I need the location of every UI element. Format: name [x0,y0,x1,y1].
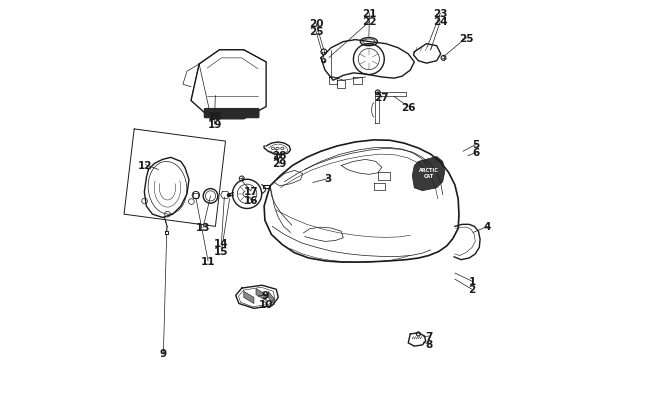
Text: 25: 25 [459,34,474,43]
Text: 23: 23 [433,9,448,19]
Polygon shape [256,289,266,301]
Text: 5: 5 [473,140,480,150]
Text: 1: 1 [469,277,476,286]
Text: 16: 16 [244,196,258,205]
Text: 15: 15 [214,246,229,256]
Text: 13: 13 [196,223,211,232]
Text: 12: 12 [138,160,153,170]
Text: 18: 18 [207,112,222,122]
Text: ARCTIC
CAT: ARCTIC CAT [419,168,438,179]
Text: 3: 3 [324,174,332,184]
Text: 17: 17 [244,187,259,196]
Text: 8: 8 [425,339,432,349]
Text: 24: 24 [433,17,448,27]
Circle shape [227,194,230,197]
Text: 26: 26 [401,102,415,112]
Text: 20: 20 [309,19,323,29]
Text: 22: 22 [363,17,377,27]
Text: ARCTIC CAT: ARCTIC CAT [219,112,244,116]
Text: 9: 9 [261,290,268,300]
Text: 6: 6 [473,148,480,158]
Text: 29: 29 [272,159,287,169]
Text: 25: 25 [309,28,323,37]
Text: 14: 14 [214,238,229,248]
Text: 28: 28 [272,151,287,161]
Polygon shape [412,157,445,191]
Text: 7: 7 [425,331,433,341]
Polygon shape [244,292,254,304]
FancyBboxPatch shape [204,109,259,118]
Polygon shape [268,292,274,305]
Text: 21: 21 [363,9,377,19]
Text: 4: 4 [484,222,491,232]
Text: 27: 27 [374,93,389,103]
Text: 2: 2 [469,285,476,294]
Text: 11: 11 [201,256,215,266]
Text: 10: 10 [259,299,274,309]
Text: 19: 19 [207,120,222,130]
Text: 9: 9 [160,348,167,358]
